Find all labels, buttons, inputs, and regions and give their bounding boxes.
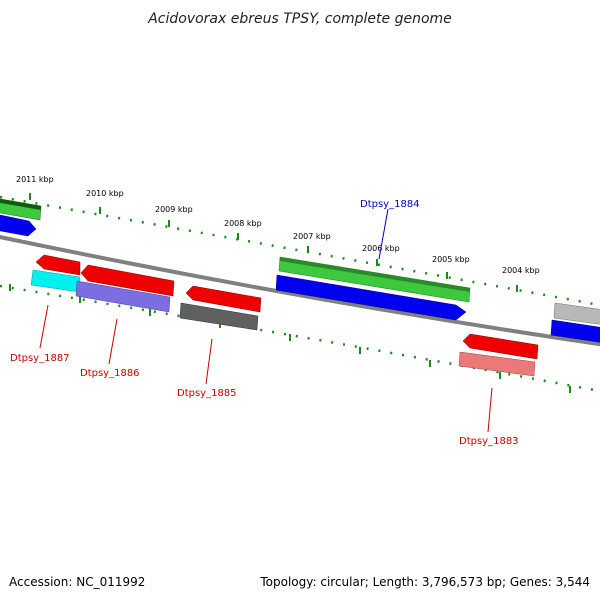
outer-tick-track xyxy=(0,195,600,307)
gene-feature-gray-1885[interactable] xyxy=(179,302,259,331)
gene-feature-gray-right[interactable] xyxy=(553,302,600,325)
accession-text: Accession: NC_011992 xyxy=(9,575,145,589)
forward-strand-genes xyxy=(0,198,600,343)
gene-feature-blue-long[interactable] xyxy=(275,274,467,321)
gene-labels: Dtpsy_1884 Dtpsy_1887 Dtpsy_1886 Dtpsy_1… xyxy=(10,199,519,447)
genome-backbone xyxy=(0,235,600,347)
leader-line-1886 xyxy=(108,318,118,365)
leader-line-1883 xyxy=(487,387,493,433)
gene-feature-green-left-shade xyxy=(0,198,41,210)
kbp-label-2011: 2011 kbp xyxy=(16,175,54,184)
gene-label-1885[interactable]: Dtpsy_1885 xyxy=(177,388,237,399)
kbp-labels: 2011 kbp 2010 kbp 2009 kbp 2008 kbp 2007… xyxy=(16,175,540,275)
kbp-label-2007: 2007 kbp xyxy=(293,232,331,241)
gene-feature-blue-left[interactable] xyxy=(0,214,37,237)
gene-feature-green-1884-shade xyxy=(280,257,470,292)
reverse-strand-genes xyxy=(30,254,539,377)
gene-label-1883[interactable]: Dtpsy_1883 xyxy=(459,436,519,447)
leader-line-1884 xyxy=(378,208,389,260)
gene-feature-red-1885-arrow[interactable] xyxy=(185,285,262,313)
inner-major-ticks xyxy=(9,284,571,393)
gene-feature-red-small[interactable] xyxy=(35,254,81,276)
kbp-label-2008: 2008 kbp xyxy=(224,219,262,228)
gene-feature-blue-right[interactable] xyxy=(550,319,600,343)
gene-feature-red-1886-arrow[interactable] xyxy=(80,264,175,297)
gene-label-1887[interactable]: Dtpsy_1887 xyxy=(10,353,70,364)
gene-feature-pink-1883[interactable] xyxy=(458,351,536,377)
gene-label-1884[interactable]: Dtpsy_1884 xyxy=(360,199,420,210)
leader-line-1887 xyxy=(39,304,49,349)
gene-label-1886[interactable]: Dtpsy_1886 xyxy=(80,368,140,379)
genome-summary-text: Topology: circular; Length: 3,796,573 bp… xyxy=(259,575,590,589)
kbp-label-2005: 2005 kbp xyxy=(432,255,470,264)
kbp-label-2009: 2009 kbp xyxy=(155,205,193,214)
kbp-label-2004: 2004 kbp xyxy=(502,266,540,275)
inner-tick-track xyxy=(0,284,600,393)
label-leaders xyxy=(39,208,493,433)
gene-feature-red-1883-arrow[interactable] xyxy=(462,333,539,360)
gene-feature-purple-1886[interactable] xyxy=(75,280,171,313)
outer-major-ticks xyxy=(29,193,518,292)
kbp-label-2010: 2010 kbp xyxy=(86,189,124,198)
leader-line-1885 xyxy=(205,338,213,385)
genome-title: Acidovorax ebreus TPSY, complete genome xyxy=(147,11,452,27)
